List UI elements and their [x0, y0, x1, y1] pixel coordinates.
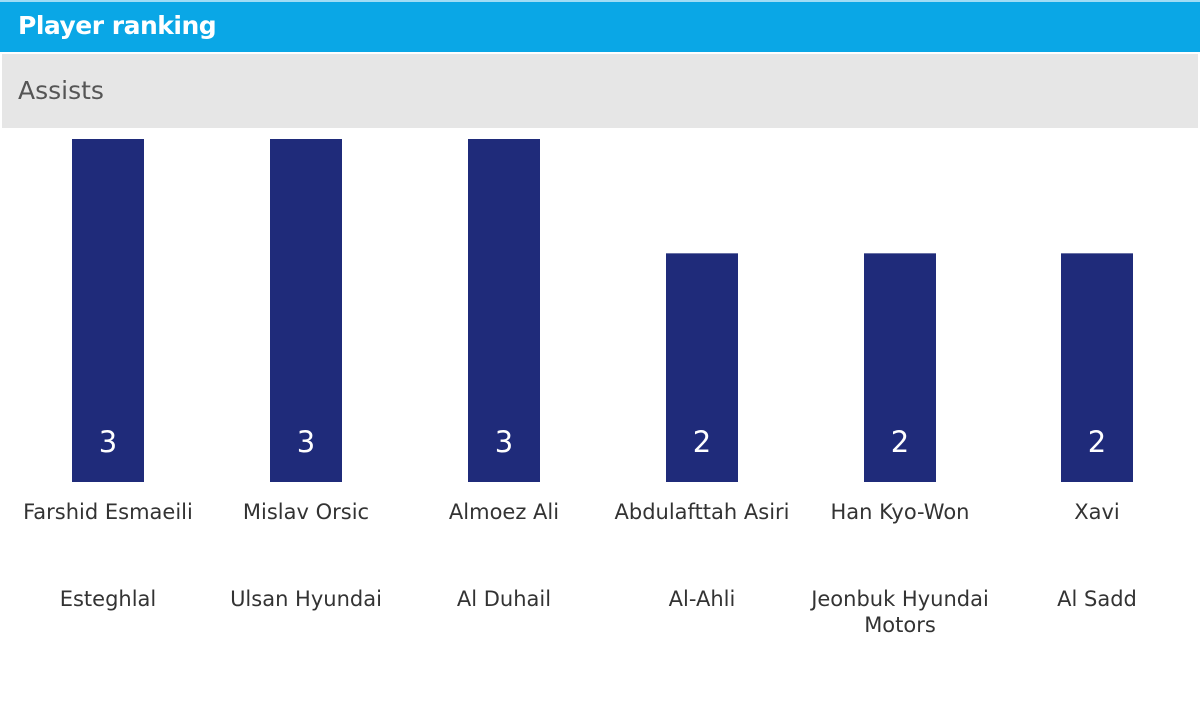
header-bar: Player ranking [0, 0, 1200, 52]
assists-bar-chart: 3 Farshid Esmaeili Esteghlal 3 Mislav Orsic U… [23, 139, 1137, 637]
bar-value-label: 2 [1088, 425, 1106, 459]
player-name-label: Almoez Ali [449, 500, 559, 524]
bar [72, 139, 144, 482]
player-name-label: Abdulafttah Asiri [615, 500, 790, 524]
bar [270, 139, 342, 482]
team-name-label: Ulsan Hyundai [230, 587, 382, 611]
player-name-label: Xavi [1074, 500, 1120, 524]
bar-value-label: 3 [99, 425, 117, 459]
team-name-label: Esteghlal [60, 587, 157, 611]
bar-value-label: 3 [297, 425, 315, 459]
bar-value-label: 2 [891, 425, 909, 459]
bar-value-label: 3 [495, 425, 513, 459]
team-name-label: Jeonbuk Hyundai Motors [809, 587, 989, 637]
team-name-label: Al-Ahli [669, 587, 736, 611]
player-name-label: Han Kyo-Won [831, 500, 970, 524]
bar [468, 139, 540, 482]
section-header: Assists [2, 54, 1198, 128]
section-title: Assists [18, 76, 104, 105]
player-name-label: Mislav Orsic [243, 500, 369, 524]
bar [666, 253, 738, 482]
bar [864, 253, 936, 482]
team-name-label: Al Duhail [457, 587, 551, 611]
team-name-label: Al Sadd [1057, 587, 1137, 611]
bar [1061, 253, 1133, 482]
player-name-label: Farshid Esmaeili [23, 500, 193, 524]
page-title: Player ranking [18, 11, 217, 40]
bar-value-label: 2 [693, 425, 711, 459]
